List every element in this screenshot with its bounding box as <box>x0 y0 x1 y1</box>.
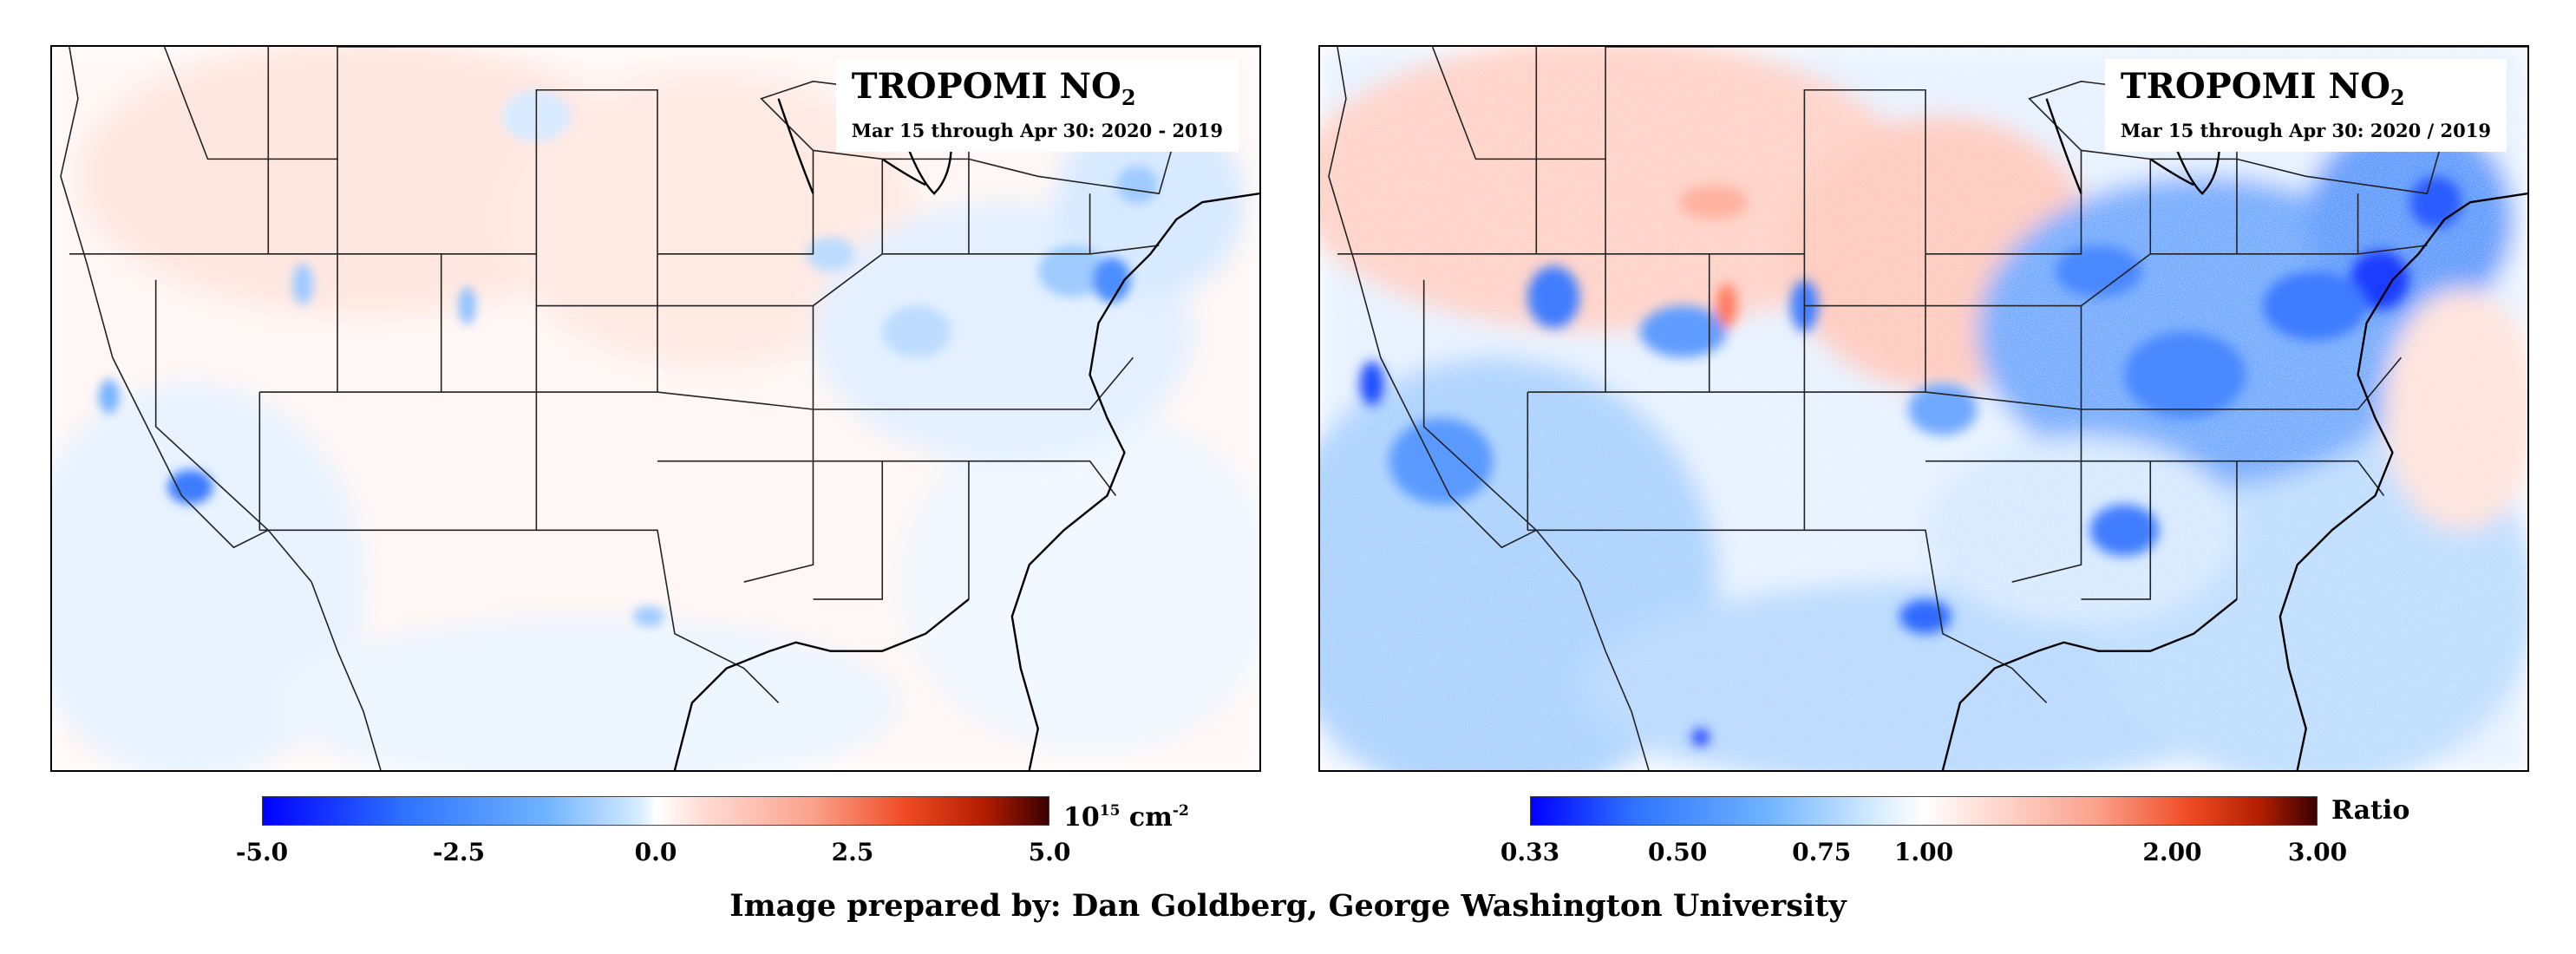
ratio-map-panel: TROPOMI NO2 Mar 15 through Apr 30: 2020 … <box>1318 45 2529 772</box>
colorbar-tick-label: 0.75 <box>1792 838 1852 866</box>
colorbar-tick-label: -2.5 <box>432 838 486 866</box>
colorbar-tick-label: 2.00 <box>2142 838 2202 866</box>
ratio-colorbar <box>1530 796 2318 826</box>
difference-colorbar-unit: 1015 cm-2 <box>1063 802 1189 833</box>
map-title: TROPOMI NO2 <box>851 66 1136 110</box>
map-subtitle: Mar 15 through Apr 30: 2020 - 2019 <box>851 120 1223 141</box>
map-shading <box>52 47 1259 770</box>
state-boundaries <box>60 47 1259 770</box>
colorbar-tick-label: 0.33 <box>1500 838 1560 866</box>
difference-map-panel: TROPOMI NO2 Mar 15 through Apr 30: 2020 … <box>50 45 1261 772</box>
colorbar-tick-label: -5.0 <box>235 838 289 866</box>
colorbar-tick-label: 1.00 <box>1893 838 1954 866</box>
coastline <box>673 98 1259 770</box>
colorbar-tick-label: 5.0 <box>1028 838 1071 866</box>
colorbar-tick-label: 3.00 <box>2287 838 2348 866</box>
colorbar-tick-label: 0.50 <box>1648 838 1708 866</box>
hotspots <box>1359 176 2462 747</box>
map-subtitle: Mar 15 through Apr 30: 2020 / 2019 <box>2120 120 2491 141</box>
hotspots <box>98 89 1159 627</box>
map-title-box: TROPOMI NO2 Mar 15 through Apr 30: 2020 … <box>2104 59 2507 152</box>
map-title: TROPOMI NO2 <box>2120 66 2405 110</box>
colorbar-tick-label: 2.5 <box>831 838 874 866</box>
state-boundaries <box>1328 47 2527 770</box>
difference-colorbar <box>262 796 1049 826</box>
image-credit: Image prepared by: Dan Goldberg, George … <box>729 888 1847 924</box>
difference-map <box>52 47 1259 770</box>
colorbar-tick-label: 0.0 <box>634 838 677 866</box>
ratio-map <box>1320 47 2527 770</box>
ratio-colorbar-label: Ratio <box>2331 795 2410 826</box>
map-title-box: TROPOMI NO2 Mar 15 through Apr 30: 2020 … <box>835 59 1239 152</box>
